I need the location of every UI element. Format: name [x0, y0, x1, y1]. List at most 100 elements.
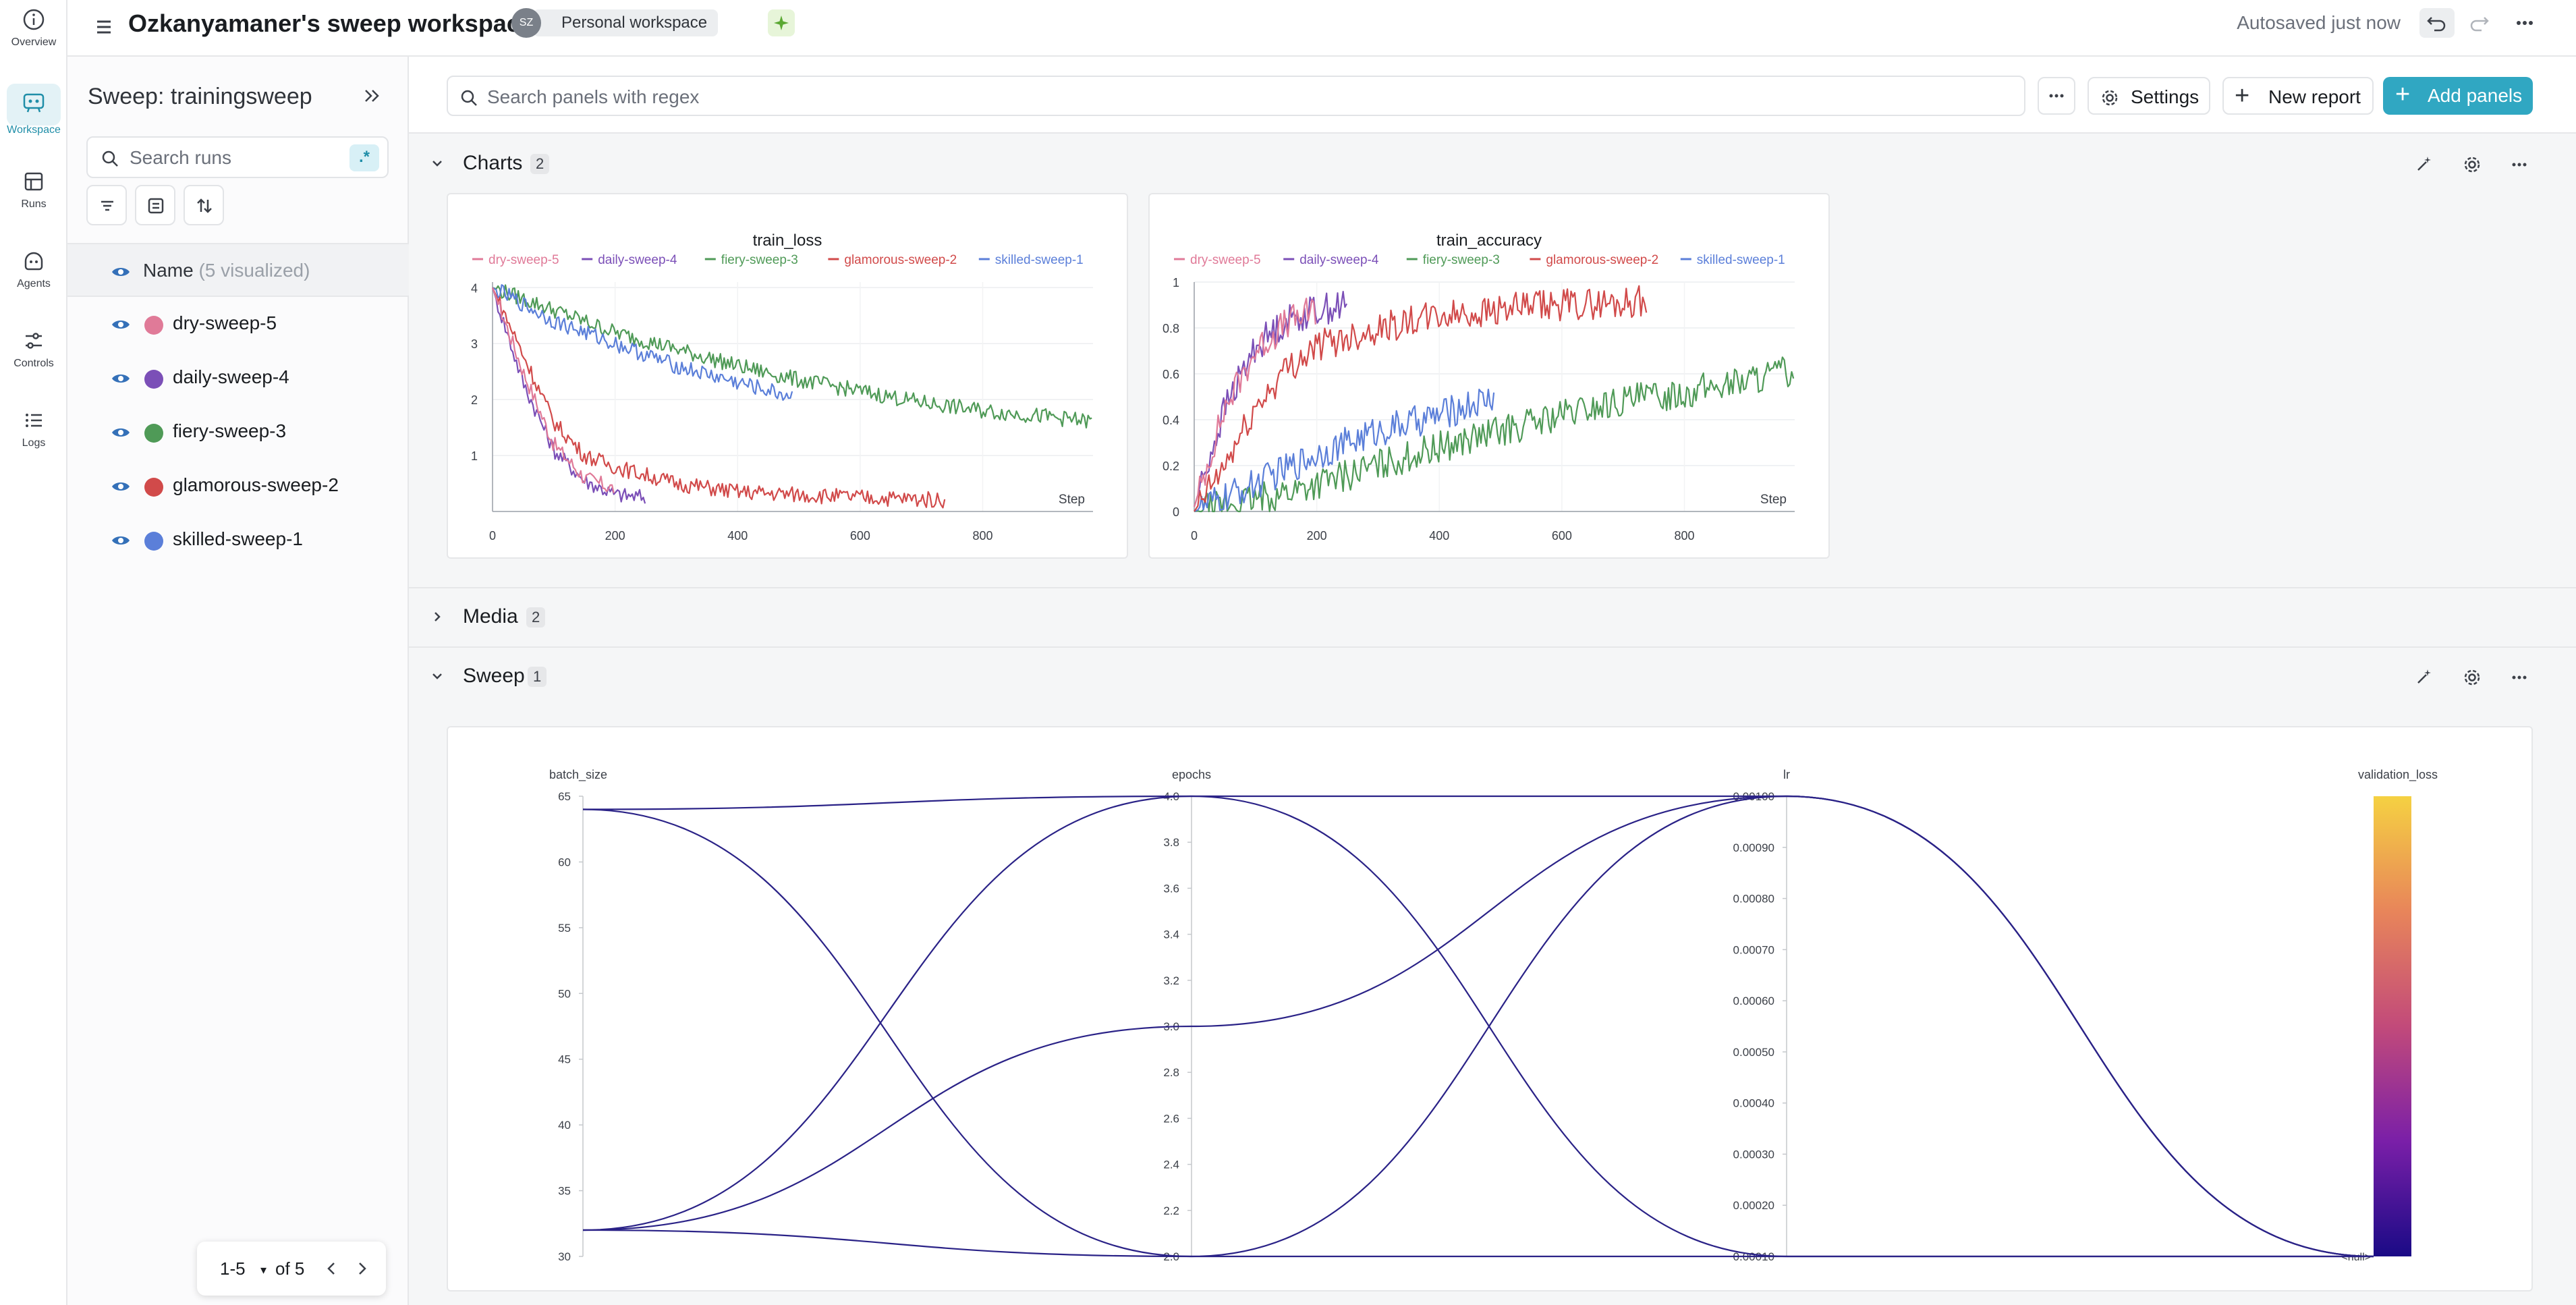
eye-icon[interactable] [111, 262, 131, 282]
more-horizontal-icon[interactable] [2509, 154, 2530, 175]
magic-wand-icon[interactable] [2413, 154, 2434, 175]
group-button[interactable] [135, 185, 175, 225]
series-line-glamorous-sweep-2 [1194, 285, 1648, 512]
x-tick-label: 800 [973, 529, 993, 543]
y-tick-label: 4 [471, 281, 478, 295]
page-range-select[interactable]: 1-5 [220, 1258, 246, 1279]
eye-icon[interactable] [111, 530, 131, 551]
axis-tick-label: 35 [558, 1185, 571, 1198]
y-tick-label: 3 [471, 337, 478, 351]
axis-tick-label: 2.2 [1163, 1204, 1179, 1217]
main-panel-area: Settings + New report + Add panels Chart… [409, 57, 2576, 1305]
nav-label: Overview [11, 36, 57, 48]
run-polyline [582, 795, 2374, 1258]
next-page-button[interactable] [348, 1255, 375, 1282]
chart-panel-train-accuracy[interactable]: train_accuracy dry-sweep-5 daily-sweep-4 fi… [1148, 193, 1830, 559]
name-label: Name [143, 260, 194, 281]
run-row[interactable]: fiery-sweep-3 [67, 405, 409, 459]
eye-icon[interactable] [111, 422, 131, 443]
series-line-skilled-sweep-1 [1194, 389, 1495, 513]
menu-icon [97, 20, 111, 34]
run-name: daily-sweep-4 [173, 366, 289, 387]
sort-button[interactable] [184, 185, 224, 225]
legend-entry: daily-sweep-4 [598, 253, 677, 267]
more-horizontal-icon[interactable] [2509, 667, 2530, 688]
run-polyline [582, 795, 2374, 1258]
undo-button[interactable] [2419, 8, 2455, 38]
section-charts[interactable]: Charts 2 [409, 135, 2576, 193]
run-color-swatch[interactable] [144, 370, 163, 389]
legend-entry: fiery-sweep-3 [1423, 253, 1500, 267]
legend-entry: dry-sweep-5 [1190, 253, 1261, 267]
axis-tick-label: 50 [558, 987, 571, 1000]
add-panels-button[interactable]: + Add panels [2383, 77, 2533, 115]
axis-tick-label: 3.4 [1163, 928, 1179, 941]
gear-icon[interactable] [2461, 154, 2483, 175]
section-sweep[interactable]: Sweep 1 [409, 646, 2576, 704]
filter-button[interactable] [86, 185, 127, 225]
eye-icon[interactable] [111, 368, 131, 389]
legend-entry: skilled-sweep-1 [1697, 253, 1785, 267]
search-runs-input[interactable] [128, 143, 331, 173]
runs-table-icon [24, 172, 43, 191]
avatar: SZ [511, 8, 541, 38]
run-color-swatch[interactable] [144, 532, 163, 551]
parallel-coordinates-panel[interactable]: batch_size epochs lr validation_loss 65 60 55 5… [447, 726, 2533, 1292]
run-row[interactable]: daily-sweep-4 [67, 351, 409, 405]
section-media[interactable]: Media 2 [409, 587, 2576, 645]
nav-rail: Overview Workspace Runs Agents Controls … [0, 0, 67, 1305]
agent-icon [24, 252, 43, 271]
autosave-status: Autosaved just now [2237, 12, 2401, 33]
gear-icon [2102, 90, 2118, 106]
chevron-down-icon [432, 673, 442, 679]
search-runs-field: .* [86, 136, 389, 178]
run-row[interactable]: skilled-sweep-1 [67, 513, 409, 567]
ai-assist-button[interactable] [768, 9, 795, 36]
new-report-button[interactable]: + New report [2222, 77, 2374, 115]
redo-button[interactable] [2461, 8, 2496, 38]
gear-icon[interactable] [2461, 667, 2483, 688]
x-tick-label: 200 [605, 529, 625, 543]
regex-toggle-button[interactable]: .* [349, 144, 379, 171]
nav-item-runs[interactable]: Runs [0, 170, 67, 238]
y-tick-label: 1 [471, 449, 478, 463]
toolbar-more-button[interactable] [2038, 77, 2075, 115]
run-color-swatch[interactable] [144, 478, 163, 497]
magic-wand-icon[interactable] [2413, 667, 2434, 688]
axis-tick-label: 0.00030 [1733, 1148, 1774, 1161]
series-line-dry-sweep-5 [1193, 298, 1316, 507]
run-polyline [582, 808, 2374, 1258]
redo-icon [2470, 17, 2489, 32]
train-loss-chart: train_loss dry-sweep-5 daily-sweep-4 fiery-… [471, 231, 1093, 543]
sliders-icon [26, 333, 42, 349]
run-color-swatch[interactable] [144, 424, 163, 443]
nav-item-agents[interactable]: Agents [0, 250, 67, 317]
collapse-sidebar-button[interactable] [358, 81, 387, 111]
caret-down-icon[interactable]: ▾ [260, 1263, 267, 1277]
hamburger-menu-button[interactable] [89, 12, 119, 42]
series-line-skilled-sweep-1 [492, 284, 793, 401]
axis-tick-label: 30 [558, 1250, 571, 1263]
workspace-badge[interactable]: Personal workspace [533, 9, 719, 36]
run-row[interactable]: dry-sweep-5 [67, 297, 409, 351]
eye-icon[interactable] [111, 476, 131, 497]
axis-tick-label: 0.00090 [1733, 841, 1774, 854]
run-row[interactable]: glamorous-sweep-2 [67, 459, 409, 513]
more-options-button[interactable] [2507, 8, 2542, 38]
nav-item-logs[interactable]: Logs [0, 409, 67, 476]
settings-button[interactable]: Settings [2088, 77, 2210, 115]
eye-icon[interactable] [111, 314, 131, 335]
name-column-header[interactable]: Name (5 visualized) [143, 255, 310, 286]
nav-item-controls[interactable]: Controls [0, 329, 67, 397]
chart-panel-train-loss[interactable]: train_loss dry-sweep-5 daily-sweep-4 fiery-… [447, 193, 1128, 559]
axis-tick-label: 3.6 [1163, 882, 1179, 895]
run-color-swatch[interactable] [144, 316, 163, 335]
nav-item-workspace[interactable]: Workspace [0, 84, 67, 151]
run-polyline [582, 795, 2374, 1258]
x-tick-label: 800 [1675, 529, 1695, 543]
chart-title: train_loss [753, 231, 822, 250]
panel-search-input[interactable] [486, 82, 1970, 112]
nav-item-overview[interactable]: Overview [0, 8, 67, 76]
run-name: skilled-sweep-1 [173, 528, 303, 549]
previous-page-button[interactable] [318, 1255, 345, 1282]
